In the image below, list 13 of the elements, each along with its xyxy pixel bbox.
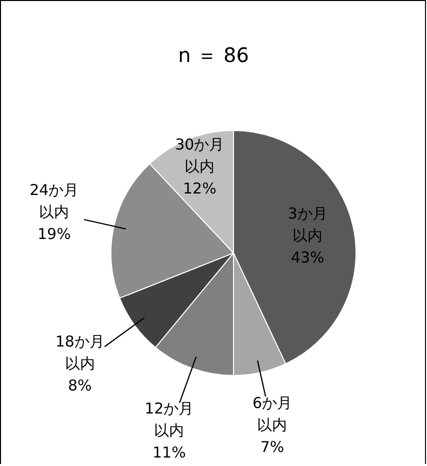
data-label: 43% [290, 248, 324, 266]
data-label: 8% [68, 376, 92, 394]
slice-label: 12か月以内 [144, 400, 194, 440]
slice-label: 3か月以内 [288, 204, 328, 244]
slice-label: 24か月以内 [30, 180, 79, 221]
slice-label: 30か月以内 [175, 135, 224, 176]
data-label: 11% [152, 444, 186, 462]
data-label: 12% [183, 179, 216, 198]
chart-title: n ＝ 86 [177, 42, 250, 69]
data-label: 7% [260, 438, 284, 456]
slice-label: 18か月以内 [55, 332, 104, 372]
data-label: 19% [38, 224, 71, 243]
slice-label: 6か月以内 [252, 394, 292, 434]
